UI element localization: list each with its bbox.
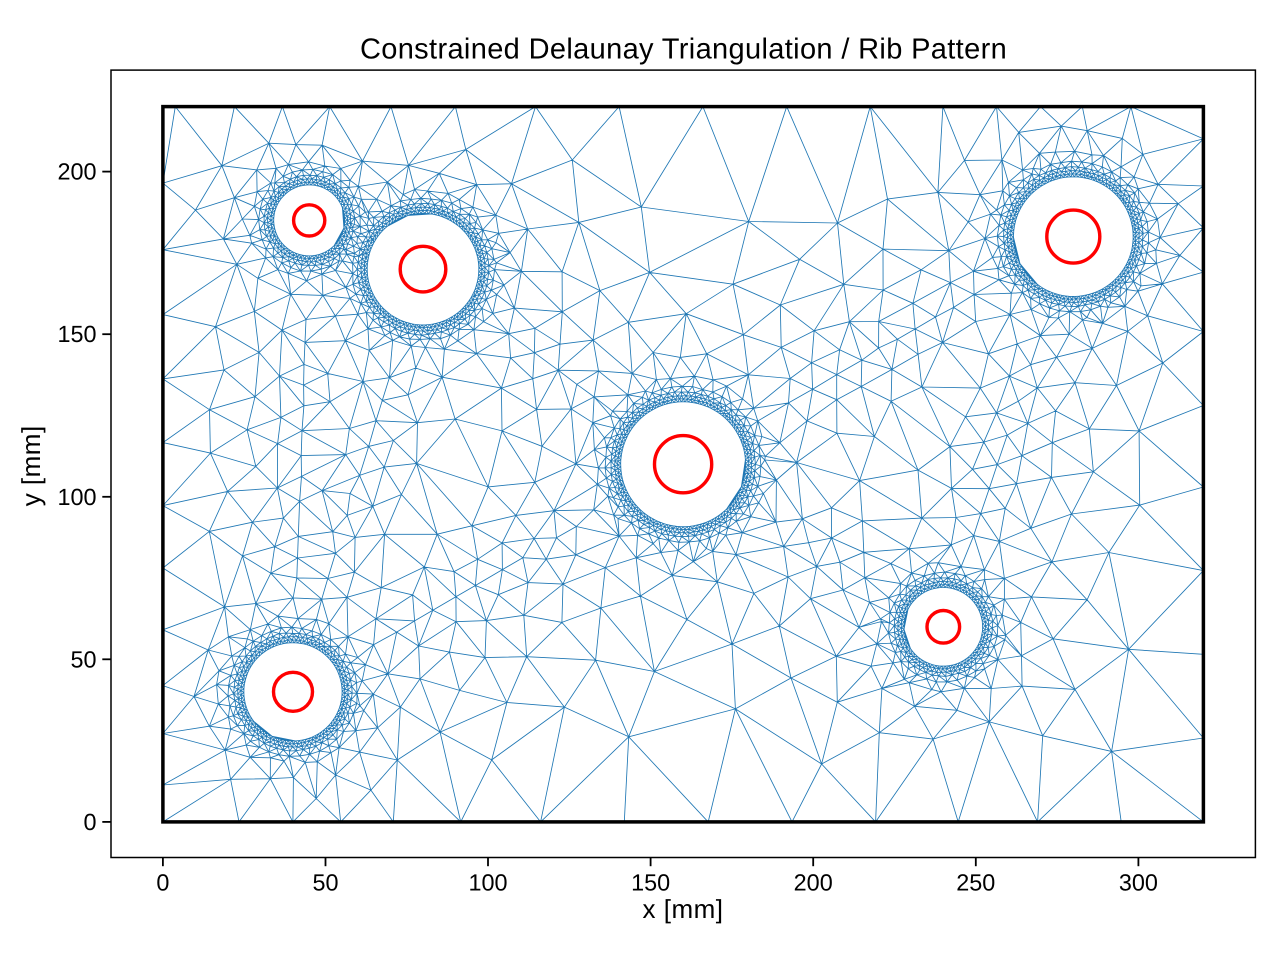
svg-text:50: 50 (312, 870, 338, 896)
svg-text:Constrained Delaunay Triangula: Constrained Delaunay Triangulation / Rib… (360, 34, 1007, 66)
svg-text:150: 150 (631, 870, 670, 896)
svg-text:300: 300 (1119, 870, 1158, 896)
svg-text:x [mm]: x [mm] (643, 894, 724, 924)
svg-text:200: 200 (794, 870, 833, 896)
svg-text:y [mm]: y [mm] (16, 425, 46, 506)
svg-text:150: 150 (57, 321, 96, 347)
svg-text:0: 0 (83, 809, 96, 835)
svg-text:0: 0 (156, 870, 169, 896)
svg-text:100: 100 (57, 484, 96, 510)
svg-text:250: 250 (956, 870, 995, 896)
svg-text:100: 100 (468, 870, 507, 896)
svg-text:50: 50 (70, 646, 96, 672)
svg-text:200: 200 (57, 159, 96, 185)
